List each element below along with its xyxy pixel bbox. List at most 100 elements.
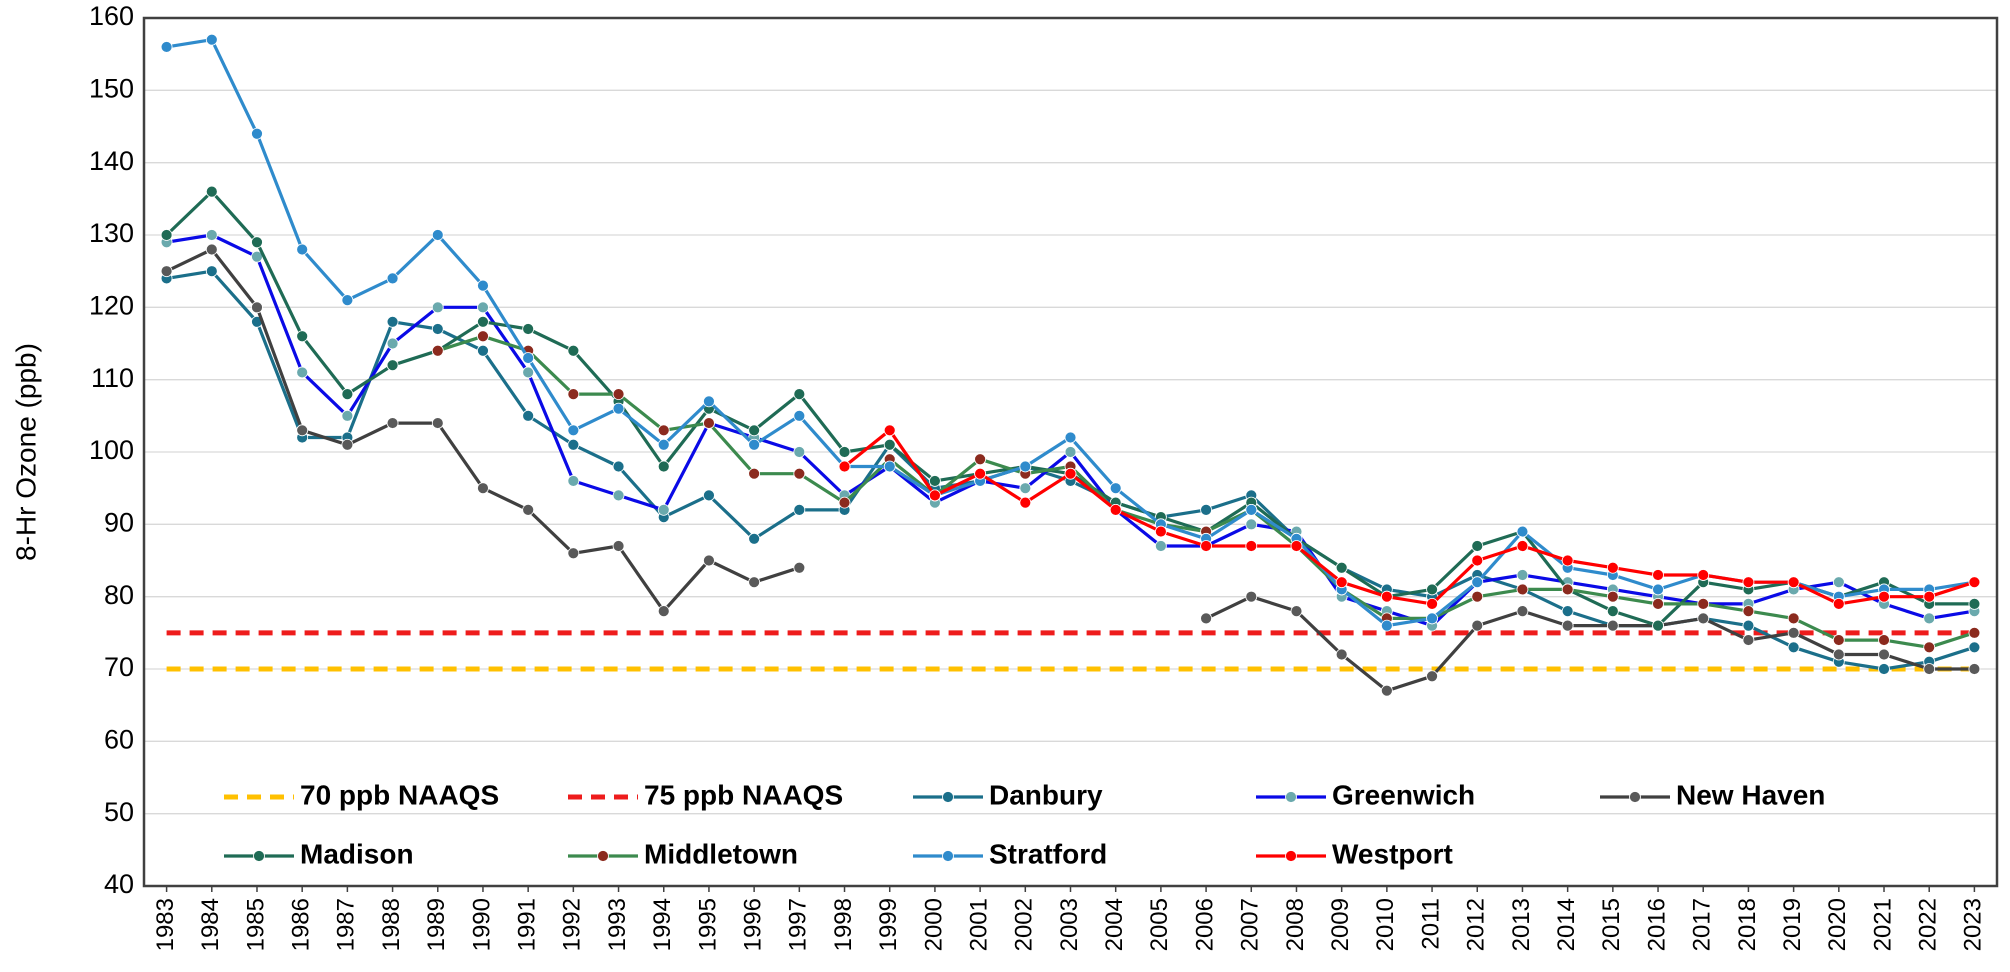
- data-point: [703, 417, 715, 429]
- data-point: [748, 424, 761, 437]
- data-point: [748, 438, 761, 451]
- data-point: [205, 33, 218, 46]
- data-point: [1200, 503, 1212, 516]
- data-point: [205, 185, 218, 198]
- data-point: [341, 409, 354, 422]
- y-tick-label: 140: [89, 146, 134, 176]
- x-tick-label: 2002: [1011, 898, 1038, 951]
- x-tick-label: 2020: [1824, 898, 1851, 951]
- data-point: [1154, 540, 1167, 552]
- data-point: [838, 496, 851, 509]
- data-point: [838, 446, 851, 458]
- legend-label: Greenwich: [1332, 779, 1475, 810]
- data-point: [1561, 605, 1574, 618]
- data-point: [431, 229, 444, 241]
- data-point: [1606, 590, 1619, 603]
- data-point: [1019, 482, 1032, 495]
- data-point: [1245, 518, 1258, 531]
- data-point: [883, 424, 896, 437]
- legend-marker: [942, 850, 954, 862]
- y-axis-title: 8-Hr Ozone (ppb): [10, 343, 41, 561]
- x-tick-label: 2006: [1191, 898, 1218, 951]
- x-tick-label: 1991: [514, 898, 541, 951]
- data-point: [1290, 540, 1303, 552]
- data-point: [612, 460, 625, 473]
- data-point: [1652, 583, 1664, 596]
- data-point: [386, 315, 399, 328]
- data-point: [793, 409, 806, 422]
- data-point: [477, 330, 489, 343]
- legend-label: Danbury: [989, 779, 1103, 810]
- data-point: [1335, 648, 1348, 661]
- data-point: [1245, 590, 1258, 603]
- x-tick-label: 2021: [1869, 898, 1896, 951]
- data-point: [431, 323, 444, 335]
- data-point: [341, 294, 354, 307]
- data-point: [1471, 554, 1484, 567]
- data-point: [748, 467, 761, 480]
- x-tick-label: 2007: [1237, 898, 1264, 951]
- y-tick-label: 50: [104, 797, 134, 827]
- data-point: [1923, 590, 1936, 603]
- data-point: [522, 409, 535, 422]
- data-point: [567, 344, 580, 357]
- y-tick-label: 40: [104, 869, 134, 899]
- data-point: [929, 475, 941, 487]
- data-point: [1832, 576, 1845, 589]
- data-point: [1516, 569, 1529, 581]
- data-point: [1019, 460, 1032, 473]
- data-point: [1787, 612, 1800, 625]
- x-tick-label: 2013: [1508, 898, 1535, 951]
- data-point: [1516, 525, 1529, 538]
- data-point: [1832, 598, 1845, 610]
- data-point: [1787, 641, 1800, 654]
- x-tick-label: 2012: [1463, 898, 1490, 951]
- data-point: [1426, 670, 1438, 683]
- data-point: [1200, 540, 1212, 552]
- data-point: [929, 489, 941, 502]
- legend-label: Middletown: [644, 838, 798, 869]
- data-point: [1064, 467, 1077, 480]
- data-point: [1787, 576, 1800, 589]
- y-tick-label: 120: [89, 290, 134, 320]
- y-tick-label: 60: [104, 724, 134, 754]
- data-point: [205, 229, 218, 241]
- data-point: [1471, 576, 1484, 589]
- legend-label: New Haven: [1676, 779, 1825, 810]
- data-point: [296, 330, 309, 343]
- data-point: [567, 424, 580, 437]
- data-point: [1471, 619, 1484, 632]
- data-point: [386, 417, 399, 429]
- x-tick-label: 2009: [1327, 898, 1354, 951]
- data-point: [1516, 540, 1529, 552]
- data-point: [1923, 663, 1936, 675]
- data-point: [1109, 482, 1122, 495]
- data-point: [251, 127, 263, 140]
- x-tick-label: 2004: [1101, 898, 1128, 951]
- data-point: [567, 438, 580, 451]
- y-tick-label: 100: [89, 435, 134, 465]
- data-point: [341, 438, 354, 451]
- data-point: [386, 359, 399, 372]
- data-point: [793, 388, 806, 401]
- data-point: [251, 236, 263, 249]
- data-point: [1426, 598, 1438, 610]
- data-point: [205, 243, 218, 256]
- data-point: [1380, 684, 1393, 697]
- x-tick-label: 1985: [242, 898, 269, 951]
- data-point: [793, 467, 806, 480]
- legend-label: Stratford: [989, 838, 1107, 869]
- data-point: [657, 605, 670, 618]
- legend-marker: [1285, 850, 1297, 862]
- data-point: [1832, 634, 1845, 646]
- data-point: [974, 453, 987, 466]
- data-point: [612, 540, 625, 552]
- data-point: [522, 352, 535, 364]
- data-point: [1742, 605, 1755, 618]
- legend-label: 75 ppb NAAQS: [644, 779, 843, 810]
- series-line: [165, 190, 1975, 628]
- x-tick-label: 2017: [1689, 898, 1716, 951]
- data-point: [431, 301, 444, 314]
- data-point: [477, 344, 489, 357]
- y-tick-label: 160: [89, 1, 134, 31]
